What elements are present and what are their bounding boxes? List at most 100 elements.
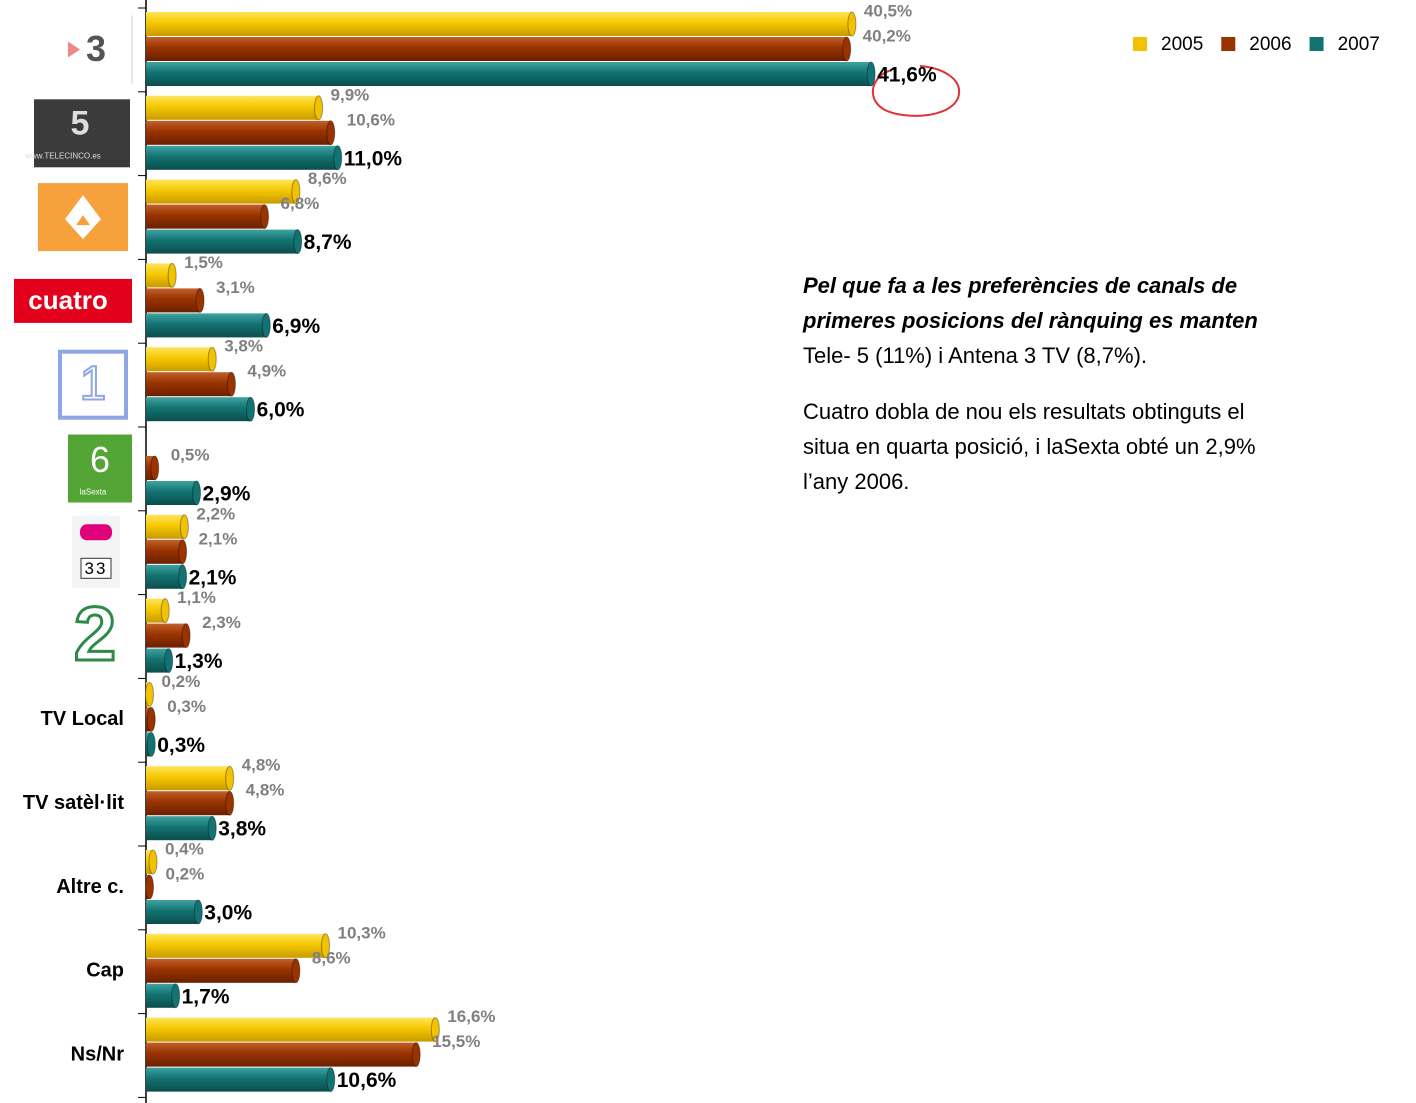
value-label: 6,8% xyxy=(281,194,320,213)
logo-box xyxy=(14,278,132,323)
category-label: TV satèl·lit xyxy=(23,792,124,814)
bar-cap xyxy=(314,95,324,121)
logo-text: 5 xyxy=(71,104,90,142)
value-label: 0,3% xyxy=(157,734,205,757)
bar-cap xyxy=(164,648,174,674)
logo-box xyxy=(80,557,112,579)
bar xyxy=(146,204,265,229)
bar xyxy=(146,313,267,338)
bar xyxy=(146,12,852,36)
value-label: 3,1% xyxy=(216,278,255,297)
note-line: Pel que fa a les preferències de canals … xyxy=(803,273,1237,298)
bar-cap xyxy=(866,61,876,87)
bar-cap xyxy=(193,899,203,925)
value-label: 40,2% xyxy=(863,26,911,45)
value-label: 8,6% xyxy=(312,948,351,967)
annotation-circle xyxy=(871,65,961,117)
value-label: 10,3% xyxy=(338,923,386,942)
bar-cap xyxy=(150,455,160,481)
value-label: 8,6% xyxy=(308,169,347,188)
value-label: 2,1% xyxy=(189,566,237,589)
note-line: Cuatro dobla de nou els resultats obting… xyxy=(803,399,1245,424)
legend-swatch xyxy=(1309,37,1324,51)
value-label: 10,6% xyxy=(337,1069,397,1092)
bar xyxy=(146,481,197,505)
bar-cap xyxy=(148,849,158,875)
bar xyxy=(146,456,155,480)
bar xyxy=(146,288,201,313)
value-label: 0,2% xyxy=(165,864,204,883)
category-label: Cap xyxy=(86,960,124,982)
value-label: 15,5% xyxy=(432,1032,480,1051)
value-label: 0,4% xyxy=(165,839,204,858)
bar xyxy=(146,397,251,422)
value-label: 10,6% xyxy=(347,110,395,129)
value-label: 2,3% xyxy=(202,613,241,632)
bar xyxy=(146,623,187,648)
value-label: 0,5% xyxy=(171,445,210,464)
bar-cap xyxy=(178,539,188,565)
category-label: TV Local xyxy=(41,708,124,730)
logo-text: 33 xyxy=(85,559,108,578)
bar xyxy=(146,229,298,254)
value-label: 6,0% xyxy=(257,399,305,422)
bar-cap xyxy=(192,480,202,506)
bar xyxy=(146,791,230,816)
bar-cap xyxy=(842,36,852,62)
text-block: Pel que fa a les preferències de canals … xyxy=(802,273,1258,494)
bar xyxy=(146,347,213,372)
bar xyxy=(146,179,296,204)
bar-cap xyxy=(411,1042,421,1068)
logo-box xyxy=(68,434,132,503)
value-label: 8,7% xyxy=(304,231,352,254)
bar-cap xyxy=(326,120,336,146)
bar xyxy=(146,983,176,1008)
bar-cap xyxy=(291,179,301,205)
bar-cap xyxy=(226,371,236,397)
category-label: Altre c. xyxy=(56,876,124,898)
logo-text: laSexta xyxy=(80,488,107,497)
bar-cap xyxy=(293,229,303,255)
logo-text: 2 xyxy=(74,592,116,677)
bar-cap xyxy=(171,983,181,1009)
value-label: 4,9% xyxy=(247,362,286,381)
bar-cap xyxy=(225,790,235,816)
value-label: 2,1% xyxy=(199,529,238,548)
bar-cap xyxy=(144,681,154,707)
logo-text: 6 xyxy=(90,439,110,480)
value-label: 4,8% xyxy=(246,781,285,800)
bar xyxy=(146,958,296,983)
bar-cap xyxy=(181,623,191,649)
bar xyxy=(146,539,183,564)
value-label: 4,8% xyxy=(242,756,281,775)
bar-cap xyxy=(326,1067,336,1093)
logo-text: 1 xyxy=(80,357,107,410)
value-label: 1,3% xyxy=(175,650,223,673)
bar xyxy=(146,598,166,623)
bar-cap xyxy=(207,346,217,372)
bar xyxy=(146,564,183,589)
bar-cap xyxy=(260,204,270,230)
bar xyxy=(146,933,326,958)
value-label: 1,1% xyxy=(177,588,216,607)
bar xyxy=(146,263,173,288)
value-label: 41,6% xyxy=(877,64,937,87)
bar-cap xyxy=(246,396,256,422)
bar-cap xyxy=(225,765,235,791)
value-label: 9,9% xyxy=(331,85,370,104)
bar xyxy=(146,648,169,673)
bar xyxy=(146,372,232,397)
bar-cap xyxy=(144,874,154,900)
value-label: 3,0% xyxy=(204,902,252,925)
note-line: l’any 2006. xyxy=(803,469,909,494)
bar-cap xyxy=(430,1017,440,1043)
bar-cap xyxy=(261,312,271,338)
logo-shape xyxy=(76,215,90,226)
value-label: 2,2% xyxy=(196,504,235,523)
bar xyxy=(146,120,331,145)
bar-cap xyxy=(195,287,205,313)
note-line: primeres posicions del rànquing es mante… xyxy=(802,308,1258,333)
bar-cap xyxy=(333,145,343,171)
bar-cap xyxy=(321,933,331,959)
